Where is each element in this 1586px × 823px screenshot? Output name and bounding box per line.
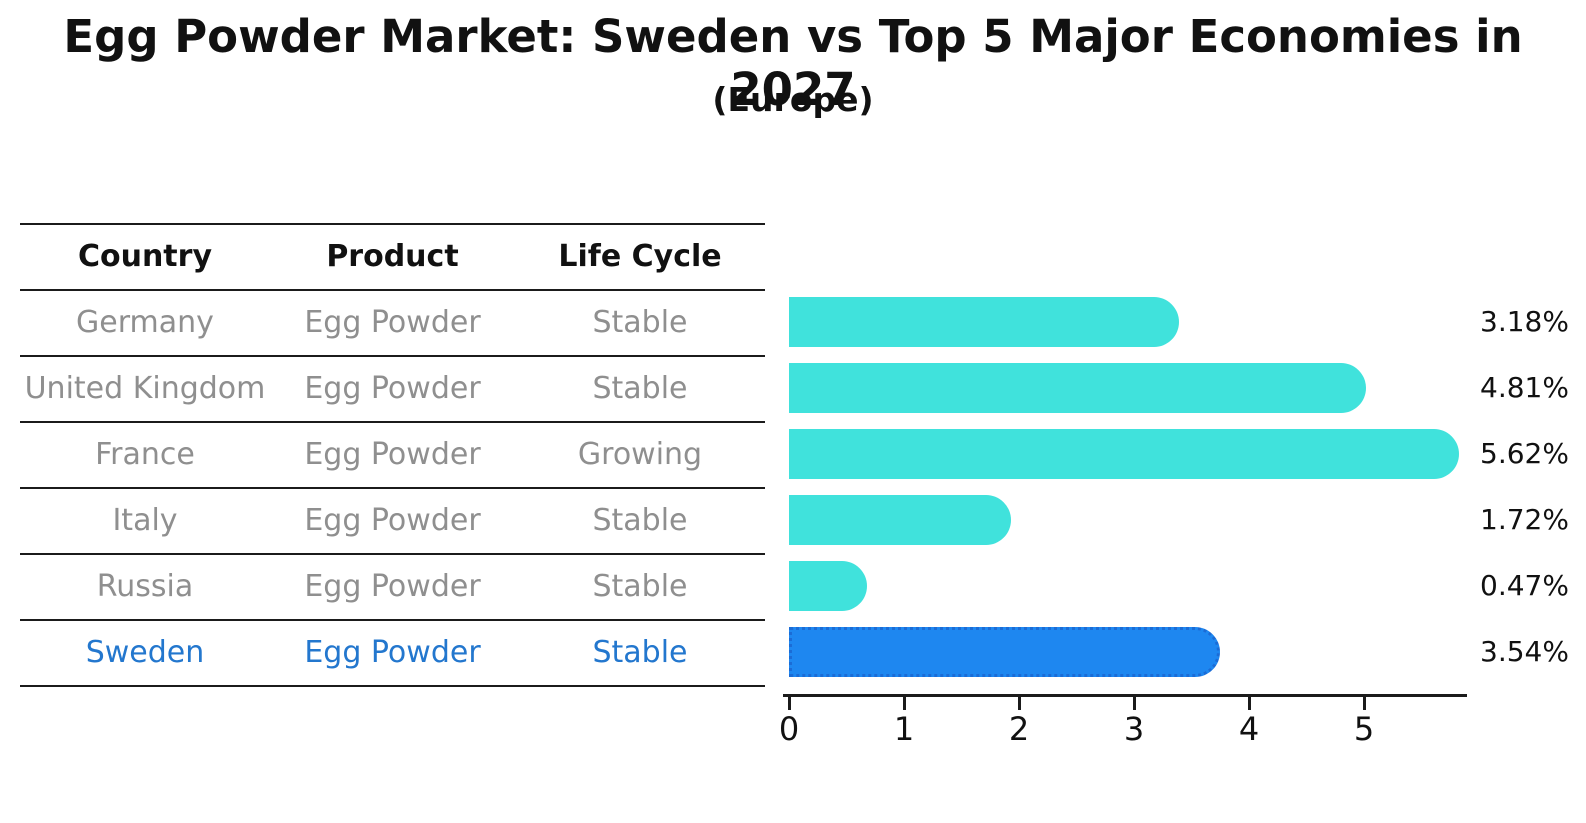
x-axis-line	[783, 694, 1467, 697]
table-row-russia: Russia Egg Powder Stable	[20, 555, 765, 621]
x-axis-tick-label: 0	[778, 710, 800, 748]
product-cell: Egg Powder	[304, 305, 481, 340]
value-label-france: 5.62%	[1480, 437, 1569, 470]
product-cell: Egg Powder	[304, 635, 481, 670]
bar-russia	[789, 561, 868, 611]
life-cycle-cell: Stable	[592, 371, 688, 406]
x-axis-tick-label: 1	[893, 710, 915, 748]
column-header-product: Product	[326, 239, 459, 274]
product-cell: Egg Powder	[304, 371, 481, 406]
country-cell: Sweden	[85, 635, 205, 670]
country-cell: Italy	[112, 503, 178, 538]
life-cycle-cell: Growing	[577, 437, 703, 472]
value-label-germany: 3.18%	[1480, 305, 1569, 338]
table-row-united-kingdom: United Kingdom Egg Powder Stable	[20, 357, 765, 423]
value-label-united-kingdom: 4.81%	[1480, 371, 1569, 404]
bar-germany	[789, 297, 1179, 347]
product-cell: Egg Powder	[304, 437, 481, 472]
bar-france	[789, 429, 1460, 479]
life-cycle-cell: Stable	[592, 305, 688, 340]
x-axis-tick-label: 2	[1008, 710, 1030, 748]
x-axis-tick-label: 5	[1353, 710, 1375, 748]
value-label-italy: 1.72%	[1480, 503, 1569, 536]
life-cycle-cell: Stable	[592, 569, 688, 604]
x-axis-tick-label: 4	[1238, 710, 1260, 748]
column-header-country: Country	[77, 239, 213, 274]
x-axis-tick	[1363, 697, 1366, 710]
x-axis-tick	[788, 697, 791, 710]
value-label-sweden: 3.54%	[1480, 635, 1569, 668]
bar-united-kingdom	[789, 363, 1367, 413]
country-cell: France	[95, 437, 195, 472]
life-cycle-cell: Stable	[592, 635, 688, 670]
value-label-russia: 0.47%	[1480, 569, 1569, 602]
country-cell: Russia	[96, 569, 194, 604]
table-row-france: France Egg Powder Growing	[20, 423, 765, 489]
country-cell: Germany	[76, 305, 214, 340]
x-axis-tick-label: 3	[1123, 710, 1145, 748]
chart-subtitle: (Europe)	[712, 80, 874, 119]
x-axis-tick	[903, 697, 906, 710]
x-axis-tick	[1133, 697, 1136, 710]
bar-italy	[789, 495, 1011, 545]
country-cell: United Kingdom	[24, 371, 266, 406]
product-cell: Egg Powder	[304, 503, 481, 538]
column-header-life-cycle: Life Cycle	[558, 239, 722, 274]
table-row-sweden: Sweden Egg Powder Stable	[20, 621, 765, 687]
x-axis-tick	[1018, 697, 1021, 710]
chart-title: Egg Powder Market: Sweden vs Top 5 Major…	[63, 10, 1523, 116]
life-cycle-cell: Stable	[592, 503, 688, 538]
x-axis-tick	[1248, 697, 1251, 710]
product-cell: Egg Powder	[304, 569, 481, 604]
bar-sweden	[789, 627, 1221, 677]
table-header-row: Country Product Life Cycle	[20, 225, 765, 291]
table-row-italy: Italy Egg Powder Stable	[20, 489, 765, 555]
table-row-germany: Germany Egg Powder Stable	[20, 291, 765, 357]
country-table: Country Product Life Cycle Germany Egg P…	[20, 223, 765, 687]
